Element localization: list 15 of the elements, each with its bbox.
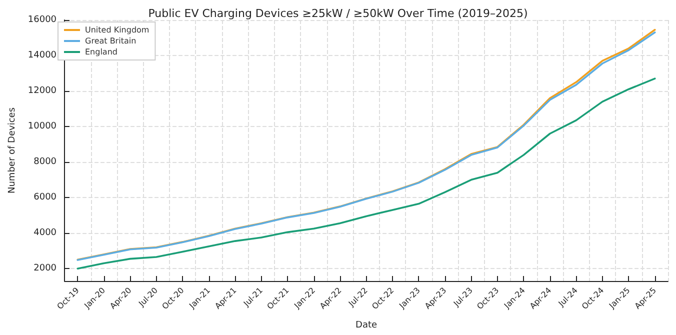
y-tick-label: 4000 (34, 228, 57, 238)
line-series (76, 78, 656, 270)
chart-title: Public EV Charging Devices ≥25kW / ≥50kW Over Time (2019–2025) (148, 7, 528, 20)
legend-label: United Kingdom (85, 26, 150, 34)
legend-label: Great Britain (85, 36, 136, 46)
x-axis-title: Date (356, 320, 378, 330)
legend-label: England (85, 48, 118, 56)
y-tick-label: 10000 (28, 122, 57, 132)
y-tick-label: 14000 (28, 50, 57, 61)
y-tick-label: 8000 (34, 157, 57, 168)
y-tick-label: 16000 (28, 15, 57, 25)
y-tick-label: 12000 (28, 86, 57, 96)
y-tick-label: 2000 (34, 264, 57, 274)
y-tick-label: 6000 (34, 192, 57, 203)
y-axis-title: Number of Devices (8, 107, 18, 194)
